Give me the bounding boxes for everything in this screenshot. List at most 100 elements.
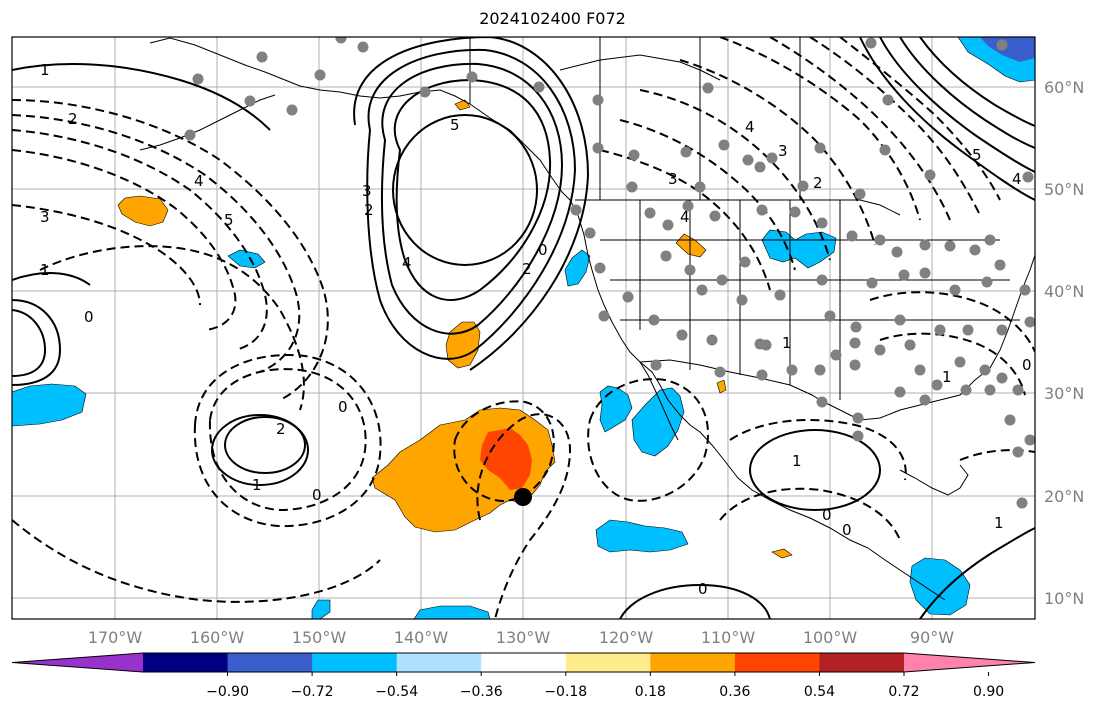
contour-label-4ne: 4	[1012, 170, 1022, 188]
coast-yucatan	[899, 464, 969, 496]
lat-label: 40°N	[1044, 282, 1084, 301]
station-dot	[919, 267, 931, 279]
contour-1-west-pac	[12, 272, 91, 286]
station-dot	[984, 384, 996, 396]
contour-label-0bot: 0	[698, 580, 708, 598]
station-dot	[648, 314, 660, 326]
contour-high-ne-pacific-2	[366, 48, 577, 360]
contour-label-5w: 5	[224, 211, 234, 229]
station-dot	[954, 356, 966, 368]
station-dot	[314, 69, 326, 81]
contour-label-4: 4	[402, 254, 412, 272]
colorbar-tick-label: 0.72	[888, 684, 919, 700]
contour-neg-baja	[587, 378, 710, 502]
contour-label-2: 2	[364, 201, 374, 219]
coast-baja	[639, 361, 679, 441]
station-dot	[594, 262, 606, 274]
shade-blue-bottom-1	[311, 599, 331, 619]
contour-neg-aleutian-4	[12, 149, 237, 331]
contour-neg-pac-south	[12, 519, 381, 603]
station-dot	[924, 169, 936, 181]
colorbar-segment	[227, 653, 313, 672]
station-dot	[960, 384, 972, 396]
colorbar-tick-label: 0.18	[635, 684, 666, 700]
contour-high-central-2	[224, 416, 306, 474]
station-dot	[894, 386, 906, 398]
contour-labels: 5 4 3 2 2 0 2 1 0 0 1 0 0 0 1 2 3 4 5 1 …	[40, 61, 1032, 598]
station-dot	[814, 142, 826, 154]
station-dot	[816, 217, 828, 229]
station-dot	[894, 314, 906, 326]
station-dot	[830, 349, 842, 361]
station-dot	[650, 359, 662, 371]
contour-high-ne-pacific-5	[392, 114, 538, 266]
coastlines	[139, 37, 1035, 601]
station-dot	[714, 366, 726, 378]
map-plot-area: 5 4 3 2 2 0 2 1 0 0 1 0 0 0 1 2 3 4 5 1 …	[12, 37, 1035, 619]
shaded-regions	[12, 37, 1035, 619]
colorbar-tick-label: 0.90	[973, 684, 1004, 700]
shade-blue-bottom-2	[413, 605, 491, 619]
contour-label-3tr: 3	[668, 170, 678, 188]
contour-neg-around-high	[208, 368, 367, 512]
station-dot	[850, 321, 862, 333]
station-dot	[996, 372, 1008, 384]
contour-neg-east-3	[839, 37, 1001, 201]
contour-neg-east-coast	[959, 449, 1035, 461]
station-dot	[1022, 171, 1034, 183]
station-dot	[797, 180, 809, 192]
shade-blue-california	[564, 249, 591, 287]
station-dot	[1012, 446, 1024, 458]
contour-label-1tl: 1	[40, 61, 50, 79]
colorbar-tick-label: −0.18	[544, 684, 587, 700]
contour-neg-aleutian-1	[12, 99, 329, 401]
lon-label: 130°W	[496, 628, 551, 647]
colorbar-tick-label: −0.54	[375, 684, 418, 700]
station-dot	[626, 181, 638, 193]
station-dot	[981, 276, 993, 288]
station-dot	[644, 207, 656, 219]
contour-label-2c: 2	[276, 420, 286, 438]
station-dot	[419, 86, 431, 98]
contour-neg-pac-central	[39, 245, 305, 411]
station-dot	[592, 142, 604, 154]
colorbar-tick-label: −0.90	[206, 684, 249, 700]
lat-label: 10°N	[1044, 589, 1084, 608]
station-dot	[1019, 284, 1031, 296]
station-dot	[994, 259, 1006, 271]
lon-label: 140°W	[394, 628, 449, 647]
colorbar-segment	[734, 653, 820, 672]
contour-0-bottom	[619, 583, 771, 619]
map-title: 2024102400 F072	[479, 9, 626, 28]
contour-label-3tr2: 3	[778, 142, 788, 160]
contour-label-4pac: 4	[680, 208, 690, 226]
station-dot	[789, 206, 801, 218]
station-dot	[628, 149, 640, 161]
station-dot	[192, 73, 204, 85]
lon-label: 100°W	[803, 628, 858, 647]
contour-label-1ca: 1	[994, 514, 1004, 532]
contour-label-0us: 0	[1022, 356, 1032, 374]
colorbar-segment	[565, 653, 651, 672]
station-dot	[934, 324, 946, 336]
contour-label-1c: 1	[252, 476, 262, 494]
contour-ne-canada-3	[899, 37, 1035, 149]
contour-label-0d: 0	[338, 398, 348, 416]
coast-aleutians	[139, 94, 276, 151]
station-dot	[756, 369, 768, 381]
station-dot	[852, 430, 864, 442]
station-dot	[919, 239, 931, 251]
longitude-labels: 170°W 160°W 150°W 140°W 130°W 120°W 110°W 100°W…	[88, 628, 954, 647]
contour-label-1w: 1	[40, 261, 50, 279]
contour-label-3: 3	[362, 182, 372, 200]
colorbar-outline	[11, 652, 1036, 673]
station-dot	[962, 324, 974, 336]
lat-label: 50°N	[1044, 180, 1084, 199]
station-dot	[1024, 434, 1035, 446]
lon-label: 160°W	[190, 628, 245, 647]
contour-neg-aleutian-5	[12, 204, 201, 306]
colorbar-extend-low	[12, 653, 143, 672]
station-dot	[949, 284, 961, 296]
station-dot	[919, 394, 931, 406]
